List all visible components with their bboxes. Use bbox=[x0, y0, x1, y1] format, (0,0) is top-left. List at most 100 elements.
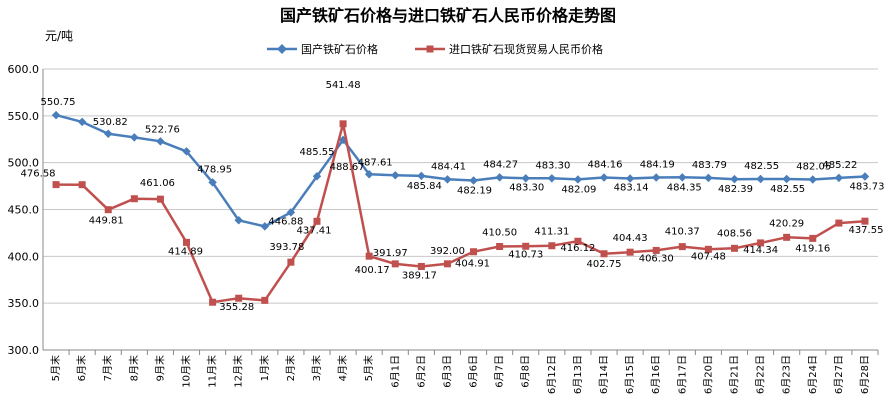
x-tick-label: 6月21日 bbox=[728, 355, 740, 394]
x-tick-label: 6月3日 bbox=[441, 355, 453, 388]
data-point bbox=[860, 172, 870, 181]
y-tick-label: 300.0 bbox=[8, 344, 40, 357]
x-tick-label: 6月末 bbox=[75, 355, 88, 381]
data-label: 484.19 bbox=[640, 159, 675, 170]
data-label: 411.31 bbox=[534, 227, 569, 238]
data-label: 522.76 bbox=[145, 124, 180, 135]
data-point bbox=[652, 246, 660, 254]
data-point bbox=[391, 260, 399, 268]
data-label: 484.41 bbox=[431, 161, 466, 172]
data-point bbox=[234, 216, 243, 225]
y-tick-label: 450.0 bbox=[8, 204, 40, 217]
x-tick-label: 6月14日 bbox=[598, 355, 610, 394]
data-label: 484.16 bbox=[588, 160, 623, 171]
x-tick-label: 6月2日 bbox=[415, 355, 427, 388]
data-point bbox=[208, 178, 217, 187]
data-point bbox=[182, 147, 191, 156]
data-point bbox=[548, 242, 556, 250]
data-point bbox=[417, 171, 426, 181]
data-point bbox=[704, 173, 713, 183]
data-point bbox=[365, 252, 373, 260]
data-point bbox=[104, 206, 112, 214]
y-axis-ticks: 300.0 350.0 400.0 450.0 500.0 550.0 600.0 bbox=[8, 63, 40, 357]
x-tick-label: 11月末 bbox=[206, 355, 219, 388]
data-point bbox=[522, 242, 530, 250]
data-point bbox=[808, 175, 818, 184]
x-tick-label: 12月末 bbox=[232, 355, 245, 388]
x-tick-label: 6月6日 bbox=[468, 355, 480, 388]
data-label: 404.43 bbox=[613, 233, 648, 244]
data-label: 414.89 bbox=[168, 246, 203, 257]
data-point bbox=[469, 176, 478, 185]
data-label: 482.55 bbox=[744, 161, 779, 172]
data-point bbox=[756, 174, 765, 184]
x-tick-label: 6月15日 bbox=[624, 355, 636, 394]
data-label: 483.14 bbox=[614, 182, 649, 193]
x-tick-label: 6月20日 bbox=[702, 355, 714, 394]
data-label: 483.79 bbox=[692, 160, 727, 171]
data-point bbox=[51, 110, 61, 120]
data-point bbox=[287, 258, 295, 266]
data-label: 392.00 bbox=[430, 246, 465, 257]
x-tick-label: 1月末 bbox=[258, 355, 271, 381]
x-tick-label: 6月24日 bbox=[807, 355, 819, 394]
data-point bbox=[443, 175, 452, 184]
data-label: 483.30 bbox=[509, 182, 544, 193]
x-tick-label: 2月末 bbox=[284, 355, 297, 381]
data-label: 541.48 bbox=[326, 80, 361, 91]
data-label: 482.55 bbox=[770, 184, 805, 195]
data-point bbox=[156, 137, 165, 146]
data-label: 408.56 bbox=[717, 228, 752, 239]
data-label: 404.91 bbox=[455, 259, 490, 270]
series-layer bbox=[51, 110, 870, 306]
data-label: 487.61 bbox=[358, 157, 393, 168]
data-label: 484.35 bbox=[667, 182, 702, 193]
data-point bbox=[835, 219, 843, 227]
data-label: 407.48 bbox=[691, 251, 726, 262]
data-label: 550.75 bbox=[41, 97, 76, 108]
y-tick-label: 600.0 bbox=[8, 63, 40, 76]
y-tick-label: 500.0 bbox=[8, 157, 40, 170]
data-point bbox=[678, 173, 687, 182]
data-label: 402.75 bbox=[587, 259, 622, 270]
data-point bbox=[235, 294, 243, 302]
legend-label-domestic: 国产铁矿石价格 bbox=[301, 42, 378, 56]
data-label: 488.67 bbox=[330, 162, 365, 173]
data-point bbox=[52, 181, 60, 189]
x-tick-label: 6月23日 bbox=[781, 355, 793, 394]
data-label: 530.82 bbox=[93, 117, 128, 128]
x-tick-label: 9月末 bbox=[153, 355, 166, 381]
x-tick-label: 6月12日 bbox=[546, 355, 558, 394]
data-point bbox=[625, 174, 635, 183]
data-point bbox=[573, 175, 583, 184]
data-point bbox=[417, 262, 425, 270]
data-point bbox=[809, 234, 817, 242]
legend: 国产铁矿石价格 进口铁矿石现货贸易人民币价格 bbox=[267, 42, 603, 56]
legend-marker-import bbox=[426, 45, 434, 53]
data-point bbox=[339, 120, 347, 128]
data-label: 482.19 bbox=[457, 185, 492, 196]
data-point bbox=[574, 237, 582, 245]
data-point bbox=[521, 174, 530, 183]
data-label: 420.29 bbox=[769, 218, 804, 229]
data-point bbox=[651, 173, 661, 182]
data-label: 482.39 bbox=[718, 184, 753, 195]
gridlines bbox=[42, 68, 878, 351]
data-point bbox=[861, 217, 869, 225]
data-label: 485.55 bbox=[299, 147, 334, 158]
data-point bbox=[286, 208, 296, 217]
x-tick-label: 5月末 bbox=[49, 355, 62, 381]
x-tick-label: 8月末 bbox=[127, 355, 140, 381]
data-label: 485.84 bbox=[407, 181, 442, 192]
data-point bbox=[547, 174, 557, 183]
x-tick-label: 6月16日 bbox=[650, 355, 662, 394]
data-point bbox=[209, 298, 217, 306]
x-tick-label: 4月末 bbox=[336, 355, 349, 381]
x-tick-label: 6月7日 bbox=[494, 355, 506, 388]
data-label: 410.50 bbox=[482, 227, 517, 238]
data-point bbox=[103, 129, 113, 139]
x-tick-label: 6月1日 bbox=[389, 355, 401, 388]
x-tick-label: 7月末 bbox=[101, 355, 114, 381]
y-tick-label: 550.0 bbox=[8, 110, 40, 123]
